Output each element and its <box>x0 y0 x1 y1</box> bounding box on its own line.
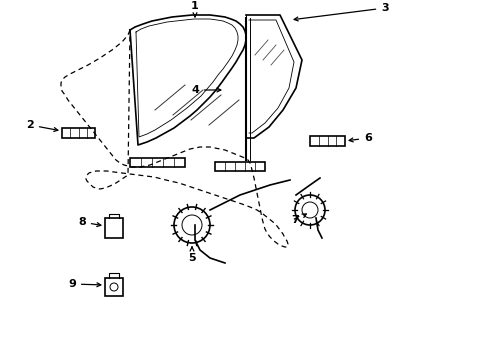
Bar <box>105 278 123 296</box>
Bar <box>215 162 265 171</box>
Text: 6: 6 <box>349 133 372 143</box>
Bar <box>310 136 345 146</box>
Text: 2: 2 <box>26 120 58 131</box>
Text: 4: 4 <box>191 85 221 95</box>
Text: 5: 5 <box>188 247 196 263</box>
Text: 1: 1 <box>191 1 199 17</box>
Text: 7: 7 <box>291 214 306 225</box>
Text: 9: 9 <box>68 279 101 289</box>
Bar <box>62 128 95 138</box>
Text: 8: 8 <box>78 217 101 227</box>
Text: 3: 3 <box>294 3 389 21</box>
Bar <box>130 158 185 167</box>
Bar <box>105 218 123 238</box>
